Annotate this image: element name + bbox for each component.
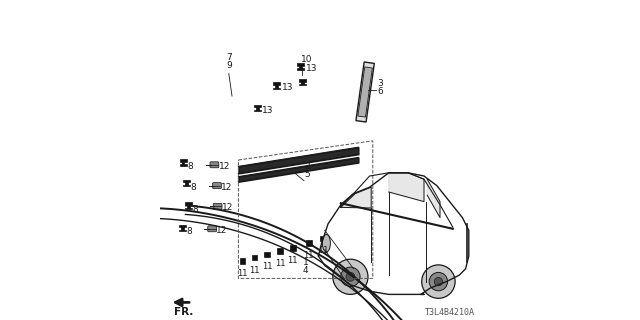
Polygon shape <box>340 187 371 208</box>
FancyBboxPatch shape <box>297 63 305 66</box>
FancyBboxPatch shape <box>179 159 187 162</box>
Bar <box>252 255 257 260</box>
FancyBboxPatch shape <box>179 164 187 165</box>
Polygon shape <box>428 179 440 218</box>
FancyBboxPatch shape <box>185 182 188 185</box>
FancyBboxPatch shape <box>213 204 222 209</box>
FancyBboxPatch shape <box>273 87 280 89</box>
Text: 12: 12 <box>216 226 228 235</box>
Text: 12: 12 <box>221 183 232 192</box>
FancyBboxPatch shape <box>297 68 305 69</box>
FancyBboxPatch shape <box>212 183 221 188</box>
FancyBboxPatch shape <box>300 65 302 68</box>
FancyBboxPatch shape <box>183 180 189 182</box>
FancyBboxPatch shape <box>187 204 189 208</box>
Text: 11: 11 <box>262 262 273 271</box>
FancyBboxPatch shape <box>254 110 261 111</box>
FancyBboxPatch shape <box>273 82 280 85</box>
Text: 13: 13 <box>262 106 274 115</box>
FancyBboxPatch shape <box>300 84 306 85</box>
Text: 7: 7 <box>226 53 232 62</box>
Text: 8: 8 <box>190 183 196 192</box>
Bar <box>240 258 246 264</box>
Bar <box>306 240 312 246</box>
Circle shape <box>346 272 355 281</box>
FancyBboxPatch shape <box>184 202 192 205</box>
Text: T3L4B4210A: T3L4B4210A <box>425 308 475 317</box>
FancyBboxPatch shape <box>256 107 259 110</box>
FancyBboxPatch shape <box>181 227 184 230</box>
Text: 11: 11 <box>275 259 285 268</box>
Text: 12: 12 <box>222 204 233 212</box>
Text: 13: 13 <box>306 64 317 73</box>
Text: 9: 9 <box>226 61 232 70</box>
Text: 11: 11 <box>318 246 328 255</box>
Text: 8: 8 <box>187 162 193 171</box>
Text: 1: 1 <box>303 258 308 267</box>
Text: FR.: FR. <box>174 307 194 317</box>
Text: 13: 13 <box>282 84 293 92</box>
Text: 11: 11 <box>303 251 314 260</box>
Text: 8: 8 <box>192 205 198 214</box>
Bar <box>290 245 296 251</box>
Text: 12: 12 <box>219 162 230 171</box>
FancyBboxPatch shape <box>301 81 304 84</box>
FancyBboxPatch shape <box>182 161 184 164</box>
FancyBboxPatch shape <box>179 230 186 231</box>
FancyBboxPatch shape <box>184 207 192 209</box>
Bar <box>264 252 270 257</box>
Bar <box>321 236 326 241</box>
Bar <box>277 248 283 254</box>
Ellipse shape <box>323 234 330 252</box>
Text: 6: 6 <box>378 87 383 96</box>
FancyBboxPatch shape <box>183 185 189 186</box>
Polygon shape <box>388 173 424 202</box>
Text: 4: 4 <box>303 266 308 275</box>
Text: 2: 2 <box>305 162 310 171</box>
Bar <box>356 62 374 122</box>
Circle shape <box>429 272 447 291</box>
Circle shape <box>340 267 360 286</box>
FancyBboxPatch shape <box>179 225 186 227</box>
Text: 5: 5 <box>305 170 310 179</box>
Text: 11: 11 <box>237 269 248 278</box>
Circle shape <box>333 259 368 294</box>
Text: 8: 8 <box>186 228 192 236</box>
Circle shape <box>434 277 443 286</box>
FancyBboxPatch shape <box>210 162 219 168</box>
FancyBboxPatch shape <box>275 84 278 88</box>
FancyBboxPatch shape <box>254 105 261 107</box>
Bar <box>358 67 372 117</box>
Text: 11: 11 <box>249 266 260 275</box>
Text: 11: 11 <box>287 256 298 265</box>
Circle shape <box>422 265 455 298</box>
FancyBboxPatch shape <box>208 226 216 232</box>
Text: 3: 3 <box>378 79 383 88</box>
FancyBboxPatch shape <box>300 79 306 82</box>
Text: 10: 10 <box>301 55 313 64</box>
